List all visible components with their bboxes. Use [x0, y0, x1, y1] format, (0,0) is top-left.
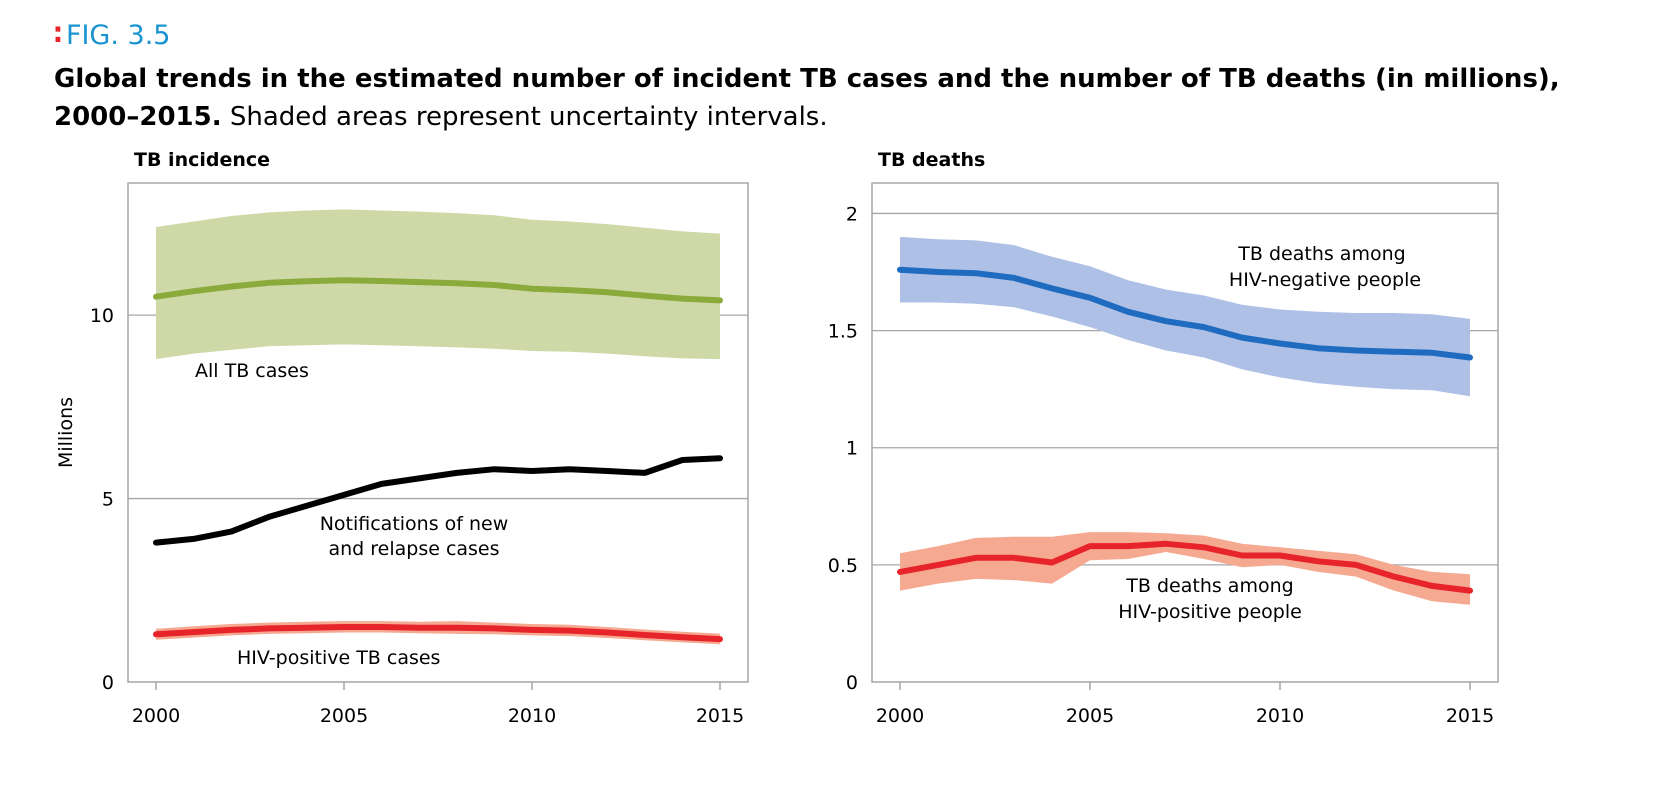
annotation-hiv-positive-cases: HIV-positive TB cases [237, 647, 440, 669]
series-line-1 [897, 540, 1473, 594]
annotation-notifications-line1: Notifications of new [320, 513, 509, 535]
y-tick-label: 10 [90, 305, 114, 327]
uncertainty-band-1 [900, 532, 1470, 605]
x-tick-label: 2005 [320, 705, 368, 727]
x-tick-label: 2010 [1256, 705, 1304, 727]
fig-marker-icon: ∶ [54, 20, 62, 51]
chart-title: TB deaths [878, 150, 985, 171]
uncertainty-band-0 [900, 236, 1470, 397]
y-tick-label: 0 [102, 672, 114, 694]
annotation-notifications-line2: and relapse cases [328, 538, 499, 560]
x-tick-label: 2015 [696, 705, 744, 727]
plot-frame [127, 182, 749, 683]
series-line-0 [153, 277, 723, 304]
y-tick-label: 0.5 [828, 555, 858, 577]
series-line-2 [153, 624, 723, 643]
x-tick-label: 2015 [1446, 705, 1494, 727]
y-axis-label: Millions [55, 397, 77, 468]
x-tick-label: 2000 [132, 705, 180, 727]
annotation-hiv-positive-line2: HIV-positive people [1118, 601, 1302, 623]
figure-title: Global trends in the estimated number of… [54, 60, 1614, 136]
x-tick-label: 2010 [508, 705, 556, 727]
annotation-hiv-negative-line1: TB deaths among [1237, 243, 1405, 265]
chart-title: TB incidence [134, 150, 270, 171]
y-tick-label: 0 [846, 672, 858, 694]
y-tick-label: 5 [102, 489, 114, 511]
annotation-hiv-negative-line2: HIV-negative people [1229, 269, 1421, 291]
annotation-all-tb-cases: All TB cases [195, 360, 309, 382]
y-axis-label: Millions [820, 397, 823, 468]
figure-title-rest: Shaded areas represent uncertainty inter… [229, 102, 828, 132]
series-line-1 [153, 455, 723, 546]
figure-label: ∶ FIG. 3.5 [54, 20, 170, 51]
y-tick-label: 1.5 [828, 321, 858, 343]
tb-deaths-chart: TB deaths 0 0.5 1 1.5 2 2000 2005 2010 2015 Millio… [820, 150, 1499, 727]
x-tick-label: 2005 [1066, 705, 1114, 727]
y-tick-label: 1 [846, 438, 858, 460]
tb-incidence-chart: TB incidence 0 5 10 2000 2005 2010 2015 Millions… [55, 150, 749, 727]
figure-title-bold: Global trends in the estimated number of… [54, 64, 1560, 132]
annotation-hiv-positive-line1: TB deaths among [1125, 575, 1293, 597]
figure-label-text: FIG. 3.5 [65, 20, 171, 51]
series-line-0 [897, 266, 1473, 361]
y-tick-label: 2 [846, 203, 858, 225]
x-tick-label: 2000 [876, 705, 924, 727]
plot-frame [871, 182, 1499, 683]
